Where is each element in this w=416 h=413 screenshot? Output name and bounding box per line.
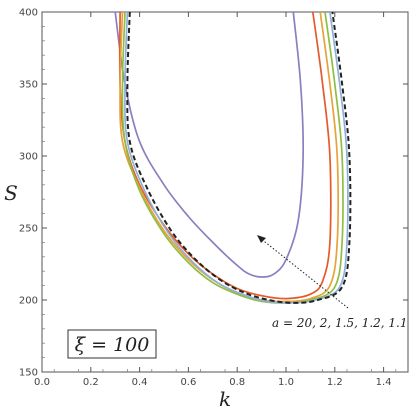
x-tick-label: 0.0 <box>34 377 50 388</box>
x-tick-label: 1.0 <box>278 377 294 388</box>
x-tick-label: 0.2 <box>83 377 99 388</box>
series-line-0 <box>114 12 305 278</box>
annotation-arrow <box>257 235 349 309</box>
y-tick-label: 300 <box>19 152 38 163</box>
series-line-5 <box>126 12 352 304</box>
inset-box: ξ = 100 <box>67 329 157 359</box>
y-axis-label: S <box>4 181 18 205</box>
x-tick-label: 1.2 <box>327 377 343 388</box>
x-tick-label: 0.6 <box>180 377 196 388</box>
x-tick-label: 1.4 <box>376 377 392 388</box>
annotation-label: a = 20, 2, 1.5, 1.2, 1.1 <box>272 316 408 330</box>
x-axis-label: k <box>219 387 231 411</box>
x-tick-label: 0.4 <box>132 377 148 388</box>
y-tick-label: 350 <box>19 80 38 91</box>
x-tick-label: 0.8 <box>229 377 245 388</box>
curves-group <box>114 12 352 304</box>
series-line-3 <box>121 12 344 304</box>
y-tick-label: 150 <box>19 368 38 379</box>
series-line-4 <box>124 12 349 304</box>
y-tick-label: 250 <box>19 224 38 235</box>
ticks-group: 0.0 0.2 0.4 0.6 0.8 1.0 1.2 1.4 150 200 250 300 350 4… <box>19 8 408 388</box>
y-tick-label: 400 <box>19 8 38 19</box>
inset-label: ξ = 100 <box>75 334 150 356</box>
y-tick-label: 200 <box>19 296 38 307</box>
